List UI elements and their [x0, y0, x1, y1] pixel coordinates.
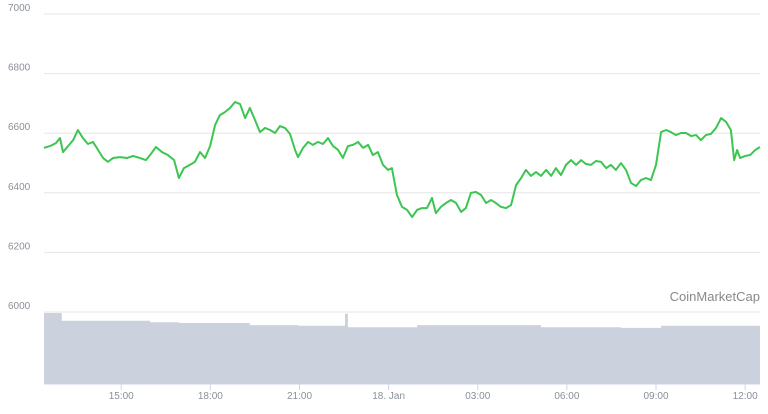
- x-tick-label: 18. Jan: [372, 391, 405, 402]
- x-tick-label: 06:00: [554, 391, 579, 402]
- x-tick-label: 21:00: [287, 391, 312, 402]
- y-tick-label: 6400: [8, 182, 31, 193]
- price-line: [43, 101, 761, 219]
- x-tick-label: 03:00: [465, 391, 490, 402]
- x-tick-label: 18:00: [198, 391, 223, 402]
- y-tick-label: 6600: [8, 122, 31, 133]
- volume-area: [44, 313, 760, 384]
- x-tick-label: 09:00: [644, 391, 669, 402]
- x-tick-label: 15:00: [109, 391, 134, 402]
- y-tick-label: 7000: [8, 3, 31, 14]
- watermark: CoinMarketCap: [670, 289, 760, 304]
- y-tick-label: 6800: [8, 63, 31, 74]
- x-tick-label: 12:00: [733, 391, 758, 402]
- y-tick-label: 6200: [8, 241, 31, 252]
- y-tick-label: 6000: [8, 301, 31, 312]
